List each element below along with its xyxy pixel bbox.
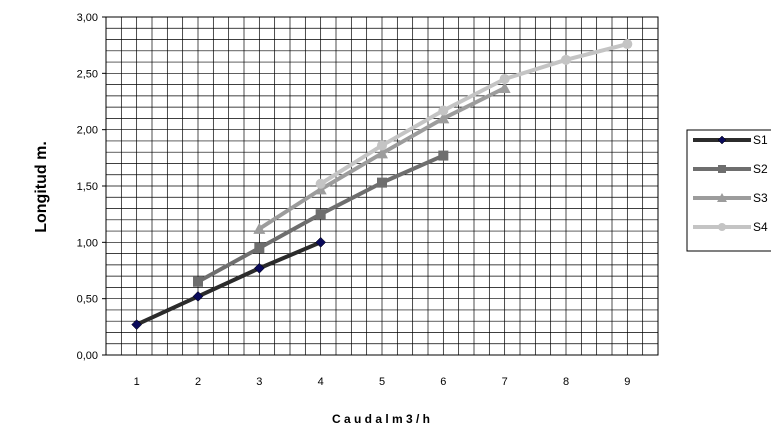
- series-s4: [315, 39, 633, 189]
- legend-label: S1: [753, 133, 768, 147]
- legend-marker: [717, 193, 727, 202]
- x-axis-title: C a u d a l m 3 / h: [332, 412, 430, 426]
- x-tick-label: 2: [195, 376, 201, 388]
- data-point: [622, 39, 633, 50]
- data-point: [193, 276, 203, 287]
- x-tick-label: 9: [624, 376, 630, 388]
- series-group: [131, 39, 633, 330]
- series-s3: [253, 81, 511, 234]
- legend: S1 S2 S3 S4: [686, 129, 771, 252]
- data-point: [253, 222, 266, 234]
- data-point: [254, 242, 265, 253]
- data-point: [253, 262, 265, 274]
- x-tick-label: 3: [256, 376, 262, 388]
- data-point: [561, 54, 571, 65]
- legend-item-s1: S1: [693, 133, 768, 147]
- y-tick-label: 1,50: [77, 181, 98, 193]
- y-tick-label: 2,50: [77, 68, 98, 80]
- x-tick-label: 5: [379, 376, 385, 388]
- y-tick-label: 1,00: [77, 237, 98, 249]
- x-tick-label: 8: [563, 376, 569, 388]
- series-s2: [193, 150, 449, 287]
- data-point: [498, 81, 511, 93]
- y-tick-label: 0,00: [77, 350, 98, 362]
- data-point: [314, 183, 327, 195]
- data-point: [315, 209, 326, 220]
- data-point: [499, 73, 510, 84]
- x-tick-label: 1: [134, 376, 140, 388]
- legend-marker: [718, 223, 726, 231]
- data-point: [315, 236, 327, 248]
- data-point: [437, 112, 450, 124]
- y-axis-title: Longitud m.: [33, 141, 50, 233]
- legend-item-s3: S3: [693, 191, 768, 205]
- data-point: [376, 147, 388, 159]
- y-axis: 0,00 0,50 1,00 1,50 2,00 2,50 3,00: [77, 12, 106, 362]
- legend-marker: [717, 135, 727, 145]
- x-tick-label: 6: [440, 376, 446, 388]
- data-point: [131, 319, 143, 330]
- y-tick-label: 2,00: [77, 125, 98, 137]
- legend-item-s4: S4: [693, 220, 768, 234]
- grid: [106, 17, 658, 355]
- data-point: [377, 140, 387, 151]
- series-line: [318, 42, 630, 186]
- x-tick-label: 4: [318, 376, 324, 388]
- data-point: [315, 178, 326, 189]
- data-point: [192, 291, 204, 302]
- data-point: [377, 177, 387, 188]
- series-s1: [131, 236, 327, 330]
- legend-box: [686, 129, 771, 252]
- legend-label: S3: [753, 191, 768, 205]
- y-tick-label: 0,50: [77, 294, 98, 306]
- legend-marker: [718, 165, 726, 173]
- legend-label: S4: [753, 220, 768, 234]
- legend-item-s2: S2: [693, 162, 768, 176]
- x-axis: 1 2 3 4 5 6 7 8 9: [134, 376, 631, 388]
- legend-label: S2: [753, 162, 768, 176]
- data-point: [438, 150, 449, 161]
- x-tick-label: 7: [502, 376, 508, 388]
- series-line: [134, 240, 323, 327]
- y-tick-label: 3,00: [77, 12, 98, 24]
- data-point: [438, 105, 449, 116]
